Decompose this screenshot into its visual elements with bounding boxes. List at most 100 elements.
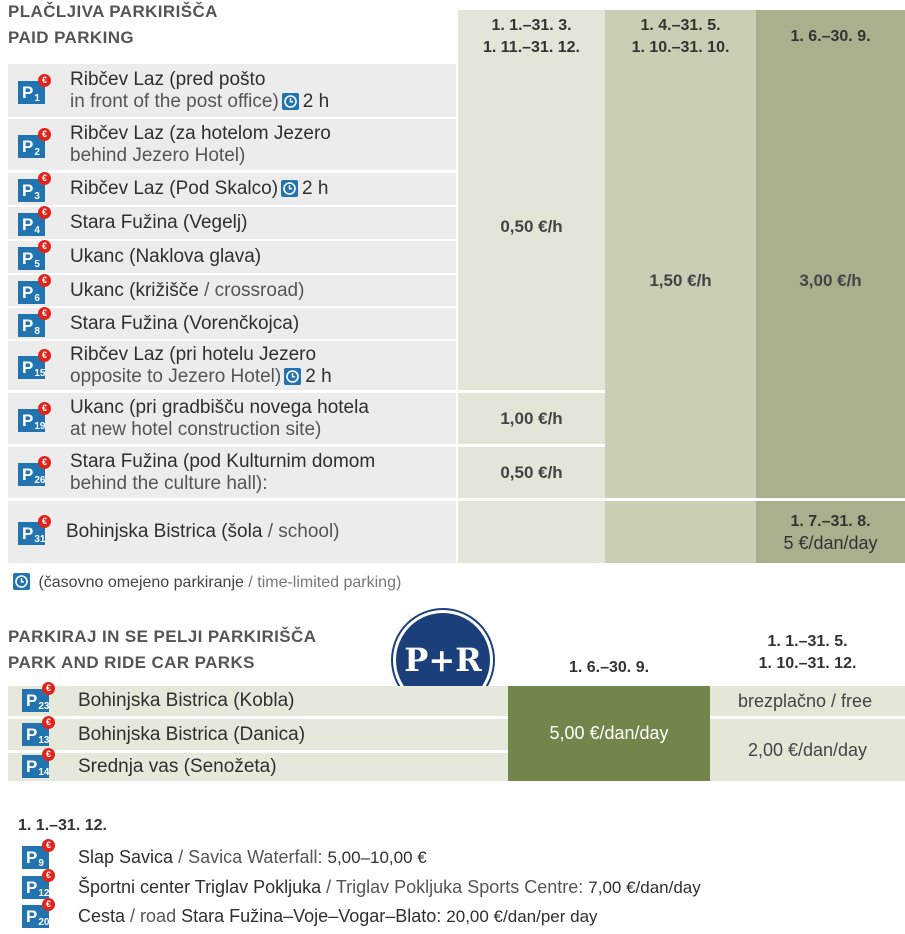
clock-icon [284,367,302,385]
legend-text: (časovno omejeno parkiranje [38,574,244,591]
parking-icon: P6 € [18,274,51,304]
icon-number: 20 [38,917,50,928]
line: opposite to Jezero Hotel) 2 h [70,366,332,388]
parking-icon: P4 € [18,206,51,236]
price-cell [605,501,756,563]
line: Bohinjska Bistrica (šola / school) [66,521,340,543]
line: Ukanc (Naklova glava) [70,246,261,268]
price: brezplačno / free [738,691,873,711]
legend-text-english: / time-limited parking) [248,574,402,591]
parking-icon: P14 € [22,748,55,778]
place-name-english: / Triglav Pokljuka Sports Centre: [326,877,584,897]
line: Stara Fužina (Vorenčkojca) [70,313,299,335]
row-background [8,173,456,205]
parking-name: Ribčev Laz (Pod Skalco) [70,178,279,199]
parking-icon: P23 € [22,682,55,712]
icon-number: 14 [38,767,50,778]
line: in front of the post office) 2 h [70,91,329,113]
column-header: 1. 6.–30. 9. [756,10,905,64]
period: 1. 10.–31. 10. [631,39,730,56]
icon-letter: P [22,524,34,543]
icon-euro: € [42,898,55,911]
icon-number: 9 [38,858,44,869]
icon-euro: € [38,349,51,362]
parking-name-english: / school) [267,521,340,542]
row-background [8,241,456,273]
icon-number: 23 [38,701,50,712]
price: 2,00 €/dan/day [747,739,868,760]
line: Ukanc (križišče / crossroad) [70,280,304,302]
icon-letter: P [26,691,38,710]
row-text: Ribčev Laz (pred pošto in front of the po… [70,64,329,117]
row-background [8,119,456,170]
row-text: Športni center Triglav Pokljuka / Trigla… [78,875,701,900]
parking-icon: P19 € [18,402,51,432]
row-background [8,447,456,498]
icon-number: 19 [34,421,46,432]
icon-letter: P [22,316,34,335]
row-text: Ribčev Laz (pri hotelu Jezero opposite to… [70,341,332,390]
period: 1. 10.–31. 12. [758,655,857,672]
icon-euro: € [38,307,51,320]
price-cell: 1,00 €/h [458,393,605,444]
parking-icon: P20 € [22,898,55,928]
price-cell: 1,50 €/h [605,64,756,498]
line: Ribčev Laz (za hotelom Jezero [70,123,331,145]
line: Stara Fužina (pod Kulturnim domom [70,451,375,473]
price: 5,00 €/dan/day [549,723,669,743]
icon-letter: P [22,83,34,102]
row-background [8,341,456,390]
place-name: Stara Fužina–Voje–Vogar–Blato: [181,906,442,926]
parking-icon: P3 € [18,172,51,202]
icon-euro: € [38,172,51,185]
parking-name: Ukanc (pri gradbišču novega hotela [70,396,369,418]
icon-euro: € [42,716,55,729]
place-name-english: / Savica Waterfall: [178,847,323,867]
icon-euro: € [42,748,55,761]
price: 0,50 €/h [500,462,563,482]
parking-name-english: behind Jezero Hotel) [70,144,246,166]
price: 0,50 €/h [500,217,563,236]
place-name: Cesta [78,906,126,926]
icon-letter: P [26,878,38,897]
price-cell: brezplačno / free [710,686,905,716]
price: 5,00–10,00 € [327,848,427,867]
period: 1. 6.–30. 9. [568,659,650,676]
parking-icon: P13 € [22,716,55,746]
time-limit: 2 h [305,365,332,387]
period: 1. 6.–30. 9. [790,28,871,45]
column-header: 1. 1.–31. 3. 1. 11.–31. 12. [458,10,605,64]
row-text: Stara Fužina (Vorenčkojca) [70,308,299,339]
period: 1. 1.–31. 5. [767,633,848,650]
row-background [8,719,508,750]
icon-letter: P [22,215,34,234]
line: Ukanc (pri gradbišču novega hotela [70,397,369,419]
column-header: 1. 1.–31. 5. 1. 10.–31. 12. [710,628,905,678]
price-cell: 5,00 €/dan/day [508,686,710,781]
icon-euro: € [38,206,51,219]
icon-letter: P [22,358,34,377]
parking-name: Stara Fužina (pod Kulturnim domom [70,450,376,472]
row-text: Bohinjska Bistrica (Kobla) [78,686,294,716]
icon-number: 1 [34,93,40,104]
icon-euro: € [38,128,51,141]
icon-letter: P [22,181,34,200]
price-cell: 0,50 €/h [458,64,605,390]
parking-name-english: in front of the post office) [70,90,279,112]
parking-icon: P31 € [18,515,51,545]
clock-icon [13,573,30,590]
icon-number: 5 [34,259,40,270]
parking-name: Ribčev Laz (pri hotelu Jezero [70,343,317,365]
line: behind the culture hall): [70,473,375,495]
line: Ribčev Laz (Pod Skalco) 2 h [70,178,328,200]
period: 1. 1.–31. 3. [491,17,572,34]
time-limit: 2 h [302,178,329,199]
parking-name: Bohinjska Bistrica (šola [66,521,263,542]
icon-number: 3 [34,191,40,202]
icon-letter: P [26,757,38,776]
icon-letter: P [22,137,34,156]
parking-name: Stara Fužina (Vegelj) [70,212,248,233]
row-background [8,753,508,781]
